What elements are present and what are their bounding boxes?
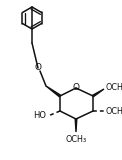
Text: OCH₃: OCH₃ xyxy=(106,107,122,116)
Text: OCH₃: OCH₃ xyxy=(106,84,122,92)
Text: O: O xyxy=(35,64,41,72)
Text: HO: HO xyxy=(33,112,46,120)
Polygon shape xyxy=(46,86,61,97)
Text: OCH₃: OCH₃ xyxy=(65,135,87,144)
Polygon shape xyxy=(75,119,77,132)
Polygon shape xyxy=(93,89,104,97)
Text: O: O xyxy=(72,84,80,92)
